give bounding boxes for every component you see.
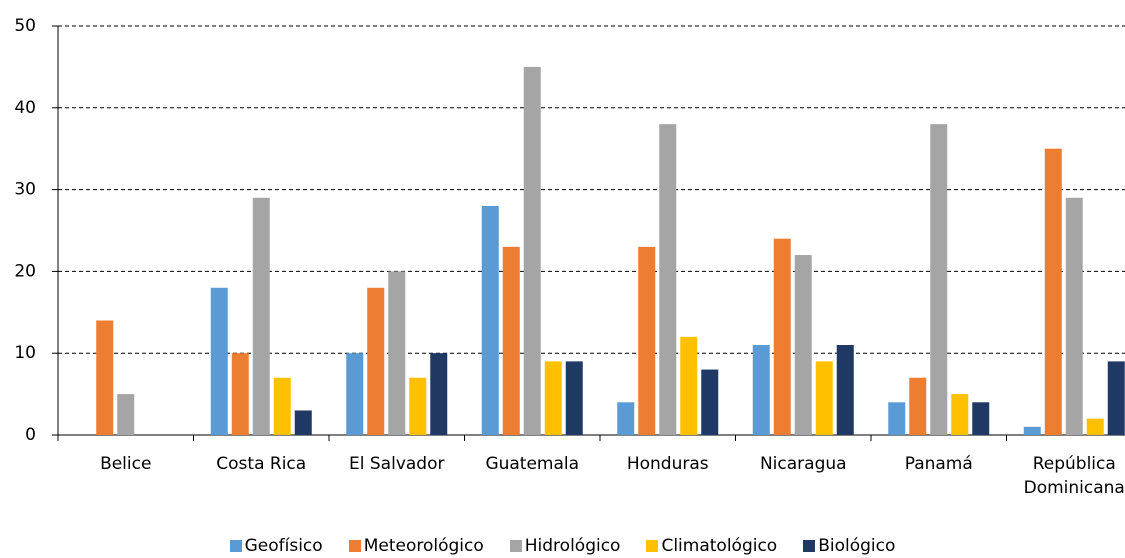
bar — [409, 377, 427, 435]
x-tick-label: Panamá — [904, 454, 973, 474]
bar — [1044, 148, 1062, 435]
y-tick-label: 40 — [14, 98, 36, 118]
bar — [210, 287, 228, 435]
legend-swatch — [348, 540, 361, 552]
x-tick-label: Nicaragua — [759, 454, 847, 474]
bar — [794, 255, 812, 435]
bar — [1107, 361, 1125, 435]
y-tick-label: 10 — [14, 343, 36, 363]
y-tick-label: 50 — [14, 16, 36, 36]
bar — [481, 205, 499, 435]
bar — [273, 377, 291, 435]
x-tick-label: Costa Rica — [216, 454, 307, 474]
x-tick-label: Belice — [100, 454, 152, 474]
bar — [930, 124, 948, 435]
x-tick-label: El Salvador — [349, 454, 445, 474]
y-tick-label: 20 — [14, 261, 36, 281]
bar — [752, 345, 770, 435]
bar — [252, 197, 270, 435]
bar — [231, 353, 249, 435]
x-tick-label: Honduras — [626, 454, 709, 474]
bar — [680, 336, 698, 435]
legend-item: Biológico — [803, 536, 895, 556]
bar — [1086, 418, 1104, 435]
bar — [294, 410, 312, 435]
legend-swatch — [229, 540, 242, 552]
bar — [544, 361, 562, 435]
bar — [502, 246, 520, 435]
y-tick-label: 30 — [14, 180, 36, 200]
legend-label: Biológico — [818, 536, 896, 556]
bar — [888, 402, 906, 435]
bar — [951, 394, 969, 435]
bar — [909, 377, 927, 435]
bar — [1023, 426, 1041, 435]
legend: Geofísico Meteorológico Hidrológico Climato… — [0, 536, 1125, 556]
legend-label: Hidrológico — [524, 536, 621, 556]
bar — [96, 320, 114, 435]
bar — [836, 345, 854, 435]
legend-item: Hidrológico — [509, 536, 621, 556]
x-tick-label: República Dominicana — [1023, 454, 1125, 498]
bar — [972, 402, 990, 435]
bar — [523, 66, 541, 436]
legend-swatch — [509, 540, 522, 552]
bar — [659, 124, 677, 435]
legend-item: Geofísico — [229, 536, 323, 556]
bar — [430, 353, 448, 435]
legend-label: Climatológico — [661, 536, 778, 556]
x-tick-label: Guatemala — [485, 454, 580, 474]
legend-item: Meteorológico — [348, 536, 484, 556]
legend-label: Geofísico — [244, 536, 323, 556]
legend-swatch — [646, 540, 659, 552]
bar — [565, 361, 583, 435]
bar — [815, 361, 833, 435]
bar — [1065, 197, 1083, 435]
legend-item: Climatológico — [646, 536, 777, 556]
bar — [117, 394, 135, 435]
bar — [638, 246, 656, 435]
bar — [617, 402, 635, 435]
bar — [701, 369, 719, 435]
bar — [346, 353, 364, 435]
bar — [388, 271, 406, 435]
bar — [367, 287, 385, 435]
y-tick-label: 0 — [25, 425, 36, 445]
bar — [773, 238, 791, 435]
legend-label: Meteorológico — [363, 536, 484, 556]
legend-swatch — [803, 540, 816, 552]
